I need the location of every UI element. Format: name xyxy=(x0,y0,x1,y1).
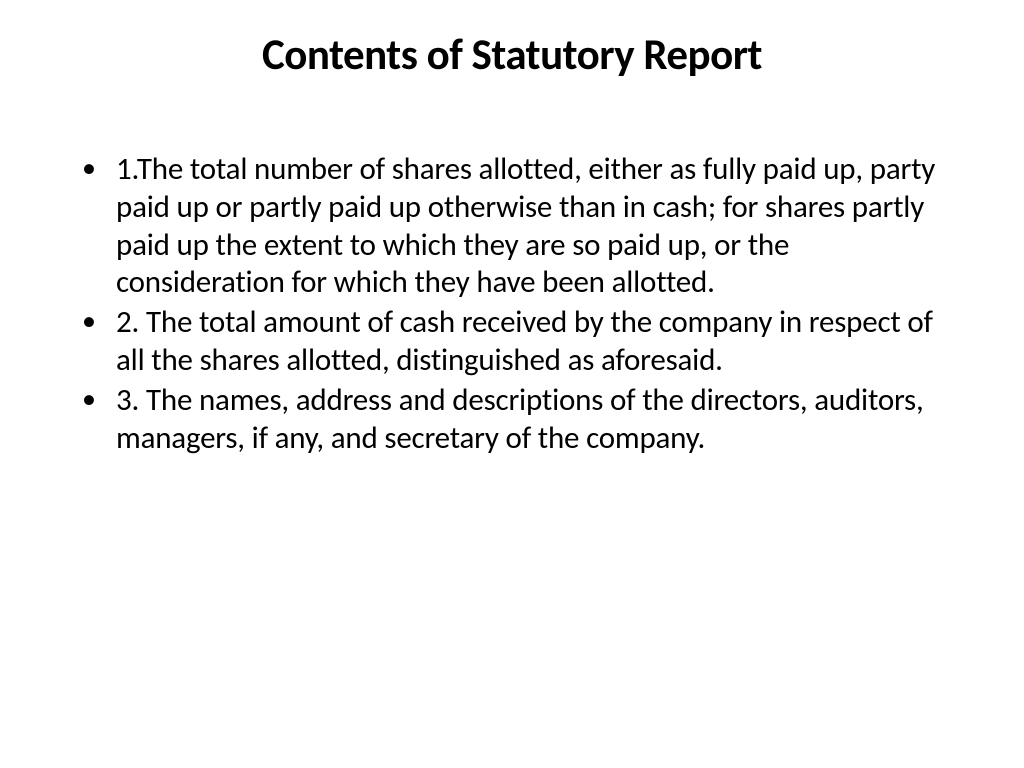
list-item: 2. The total amount of cash received by … xyxy=(70,304,954,380)
slide-title: Contents of Statutory Report xyxy=(70,28,954,81)
list-item: 3. The names, address and descriptions o… xyxy=(70,382,954,458)
list-item: 1.The total number of shares allotted, e… xyxy=(70,151,954,302)
bullet-list: 1.The total number of shares allotted, e… xyxy=(70,151,954,458)
